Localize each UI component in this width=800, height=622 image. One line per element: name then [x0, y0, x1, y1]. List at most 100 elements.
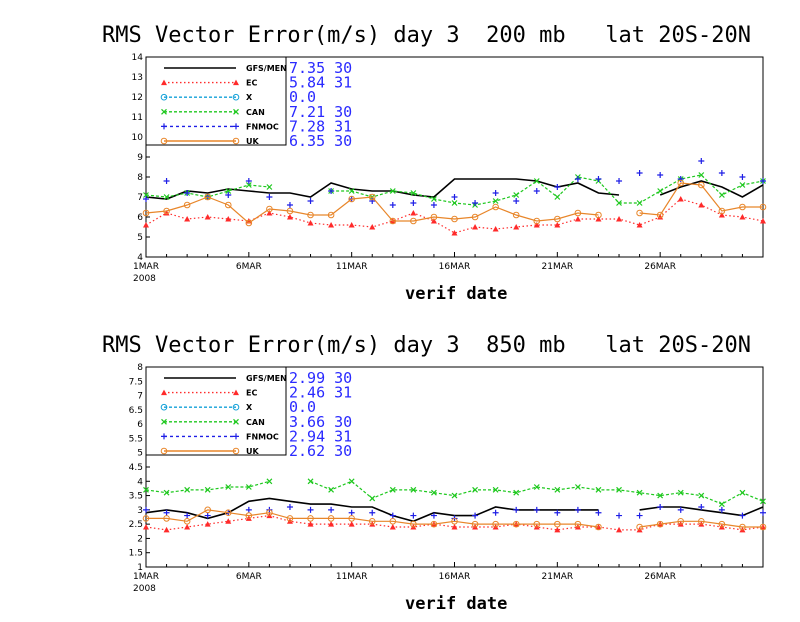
data-point — [554, 486, 561, 493]
data-point — [472, 512, 479, 519]
series-line — [639, 520, 763, 528]
data-point — [677, 196, 684, 202]
data-point — [616, 216, 623, 222]
data-point — [451, 230, 458, 236]
data-point — [225, 216, 232, 222]
data-point — [369, 224, 376, 230]
data-point — [718, 501, 725, 508]
data-point — [636, 200, 643, 206]
data-point — [389, 217, 397, 225]
data-point — [554, 215, 561, 223]
data-point — [389, 524, 396, 530]
data-point — [451, 194, 458, 200]
data-point — [492, 509, 499, 516]
data-point — [657, 214, 664, 220]
data-point — [430, 520, 438, 528]
data-point — [369, 495, 376, 502]
x-year-label: 2008 — [133, 584, 156, 594]
data-point — [492, 520, 499, 528]
x-tick-label: 11MAR — [336, 262, 368, 272]
data-point — [657, 492, 664, 499]
y-tick-label: 6 — [137, 420, 143, 430]
data-point — [718, 520, 726, 528]
data-point — [657, 172, 664, 178]
data-point — [718, 212, 725, 218]
data-point — [698, 504, 705, 510]
data-point — [286, 515, 294, 522]
series-ec — [143, 196, 766, 236]
data-point — [739, 182, 746, 188]
data-point — [574, 209, 582, 217]
data-point — [677, 179, 685, 187]
data-point — [204, 214, 211, 220]
data-point — [657, 188, 664, 194]
data-point — [513, 489, 520, 496]
data-point — [389, 188, 396, 194]
data-point — [472, 200, 479, 206]
data-point — [431, 489, 437, 496]
data-point — [348, 188, 355, 194]
data-point — [677, 517, 685, 525]
data-point — [266, 194, 273, 200]
data-point — [430, 202, 437, 208]
data-point — [142, 209, 150, 217]
data-point — [595, 216, 602, 222]
data-point — [739, 203, 746, 211]
data-point — [307, 506, 314, 513]
data-point — [574, 520, 582, 528]
data-point — [348, 478, 355, 485]
data-point — [143, 486, 149, 493]
data-point — [410, 190, 417, 196]
data-point — [513, 224, 520, 230]
data-point — [739, 512, 746, 519]
data-point — [472, 224, 479, 230]
legend-series-name: UK — [246, 137, 259, 146]
data-point — [368, 517, 376, 525]
data-point — [698, 492, 705, 499]
data-point — [410, 200, 417, 206]
data-point — [348, 509, 355, 516]
data-point — [718, 207, 726, 215]
data-point — [245, 512, 253, 519]
data-point — [307, 211, 314, 219]
legend-series-stat: 0.0 — [289, 398, 316, 416]
data-point — [492, 226, 499, 232]
data-point — [307, 478, 314, 485]
legend-series-name: X — [246, 93, 253, 102]
data-point — [677, 489, 684, 496]
data-point — [698, 181, 705, 189]
data-point — [163, 489, 170, 496]
data-point — [142, 515, 150, 522]
data-point — [225, 518, 232, 524]
x-tick-label: 26MAR — [644, 262, 676, 272]
y-tick-label: 8 — [137, 363, 143, 373]
data-point — [163, 515, 170, 522]
data-point — [286, 202, 293, 208]
y-tick-label: 6 — [137, 213, 143, 223]
data-point — [677, 506, 684, 513]
data-point — [348, 195, 355, 203]
data-point — [307, 515, 314, 522]
data-point — [224, 201, 232, 209]
series-line — [146, 509, 599, 528]
data-point — [327, 211, 335, 219]
y-tick-label: 9 — [137, 153, 143, 163]
data-point — [492, 198, 499, 204]
legend-series-stat: 2.94 31 — [289, 427, 352, 445]
x-tick-label: 21MAR — [542, 262, 574, 272]
data-point — [410, 486, 417, 493]
data-point — [410, 512, 417, 519]
data-point — [183, 201, 191, 209]
data-point — [328, 222, 335, 228]
y-tick-label: 4.5 — [129, 463, 143, 473]
data-point — [471, 213, 479, 221]
data-point — [184, 524, 191, 530]
data-point — [184, 512, 191, 519]
data-point — [451, 517, 458, 525]
data-point — [698, 202, 705, 208]
data-point — [431, 196, 437, 202]
data-point — [554, 184, 561, 190]
data-point — [163, 207, 170, 215]
y-tick-label: 6.5 — [129, 406, 143, 416]
